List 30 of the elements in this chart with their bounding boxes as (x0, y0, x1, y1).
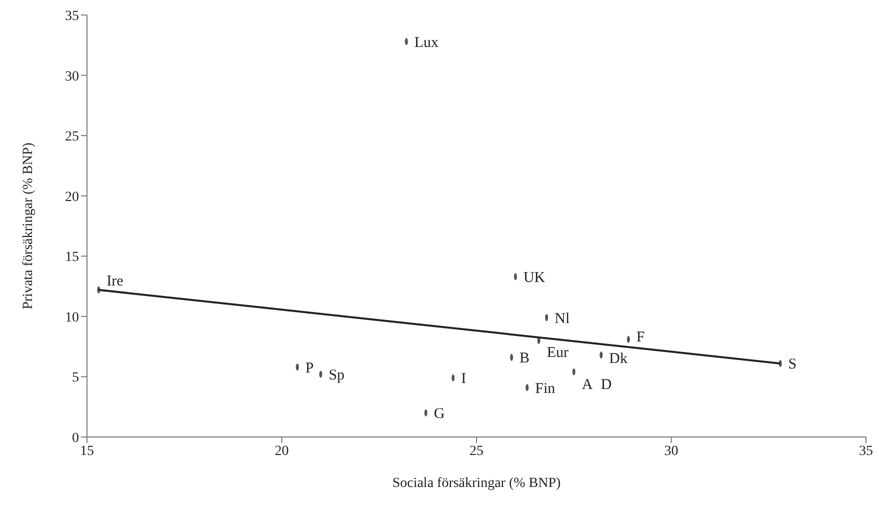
annotation: D (600, 377, 612, 394)
annotation: I (461, 371, 466, 388)
annotation: P (305, 360, 314, 376)
y-tick-label: 10 (65, 310, 79, 326)
y-axis-title: Privata försäkringar (% BNP) (20, 142, 36, 310)
y-tick-label: 5 (72, 370, 79, 386)
y-tick-label: 25 (65, 130, 79, 145)
annotation: Nl (554, 310, 570, 327)
x-tick-label: 35 (859, 444, 873, 459)
annotation: Fin (535, 380, 556, 397)
x-axis-title: Sociala försäkringar (% BNP) (392, 476, 562, 491)
annotation: Ire (106, 273, 124, 290)
y-tick-label: 35 (65, 8, 79, 24)
y-tick-label: 0 (72, 430, 79, 446)
annotation: G (434, 406, 445, 422)
y-tick-label: 30 (65, 69, 79, 84)
annotation: Eur (546, 344, 568, 361)
annotation: Dk (609, 351, 628, 368)
annotation: A (582, 377, 593, 394)
x-tick-label: 30 (664, 444, 678, 459)
annotation: Lux (414, 34, 440, 51)
x-tick-label: 20 (274, 444, 289, 459)
y-tick-label: 20 (65, 190, 79, 205)
annotation: B (520, 350, 530, 367)
annotation: F (636, 330, 645, 346)
annotation: UK (523, 270, 546, 286)
annotation: Sp (328, 368, 345, 384)
annotation: S (788, 356, 797, 373)
y-tick-label: 15 (65, 250, 79, 266)
x-tick-label: 25 (470, 444, 484, 459)
